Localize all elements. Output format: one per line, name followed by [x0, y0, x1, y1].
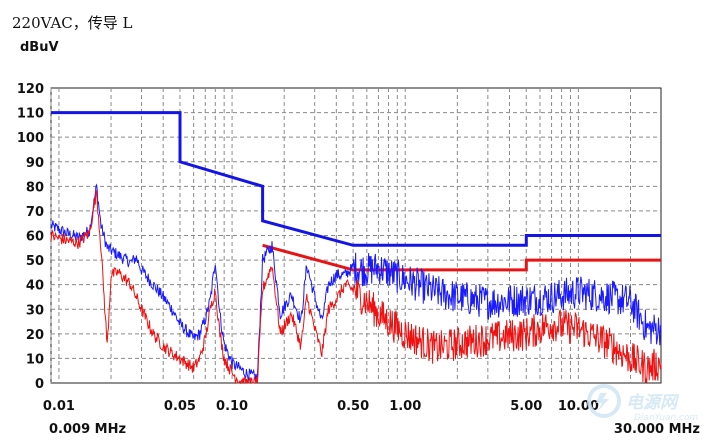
x-tick-label: 1.00	[389, 399, 421, 414]
y-tick-label: 110	[17, 107, 44, 122]
watermark-brand: 电源网	[626, 393, 680, 413]
x-min-label: 0.009 MHz	[49, 422, 126, 437]
limit-line-0	[51, 111, 661, 247]
y-tick-label: 70	[26, 205, 44, 220]
y-tick-label: 90	[26, 156, 44, 171]
series-group	[50, 111, 662, 385]
watermark-url: DianYuan.com	[634, 413, 699, 423]
y-axis: 0 10 20 30 40 50 60 70 80 90 100 110 120	[17, 82, 44, 392]
x-tick-label: 0.10	[216, 399, 248, 414]
x-tick-label: 0.50	[337, 399, 369, 414]
chart-title: 220VAC，传导 L	[12, 14, 133, 32]
y-tick-label: 120	[17, 82, 44, 97]
x-max-label: 30.000 MHz	[614, 422, 700, 437]
y-tick-label: 50	[26, 254, 44, 269]
measurement-trace-3	[50, 189, 662, 385]
y-tick-label: 100	[17, 131, 44, 146]
y-axis-unit: dBuV	[20, 40, 59, 55]
x-tick-label: 0.01	[43, 399, 75, 414]
x-tick-label: 0.05	[164, 399, 196, 414]
y-tick-label: 20	[26, 328, 44, 343]
y-tick-label: 10	[26, 352, 44, 367]
bolt-icon	[596, 393, 609, 411]
x-tick-label: 5.00	[510, 399, 542, 414]
limit-line-1	[262, 243, 661, 272]
y-tick-label: 30	[26, 303, 44, 318]
y-tick-label: 60	[26, 230, 44, 245]
watermark-logo-icon	[587, 384, 621, 418]
y-tick-label: 80	[26, 180, 44, 195]
x-axis: 0.01 0.05 0.10 0.50 1.00 5.00 10.00	[43, 399, 599, 414]
watermark: 电源网 DianYuan.com	[587, 384, 699, 423]
y-tick-label: 0	[35, 377, 44, 392]
y-tick-label: 40	[26, 279, 44, 294]
